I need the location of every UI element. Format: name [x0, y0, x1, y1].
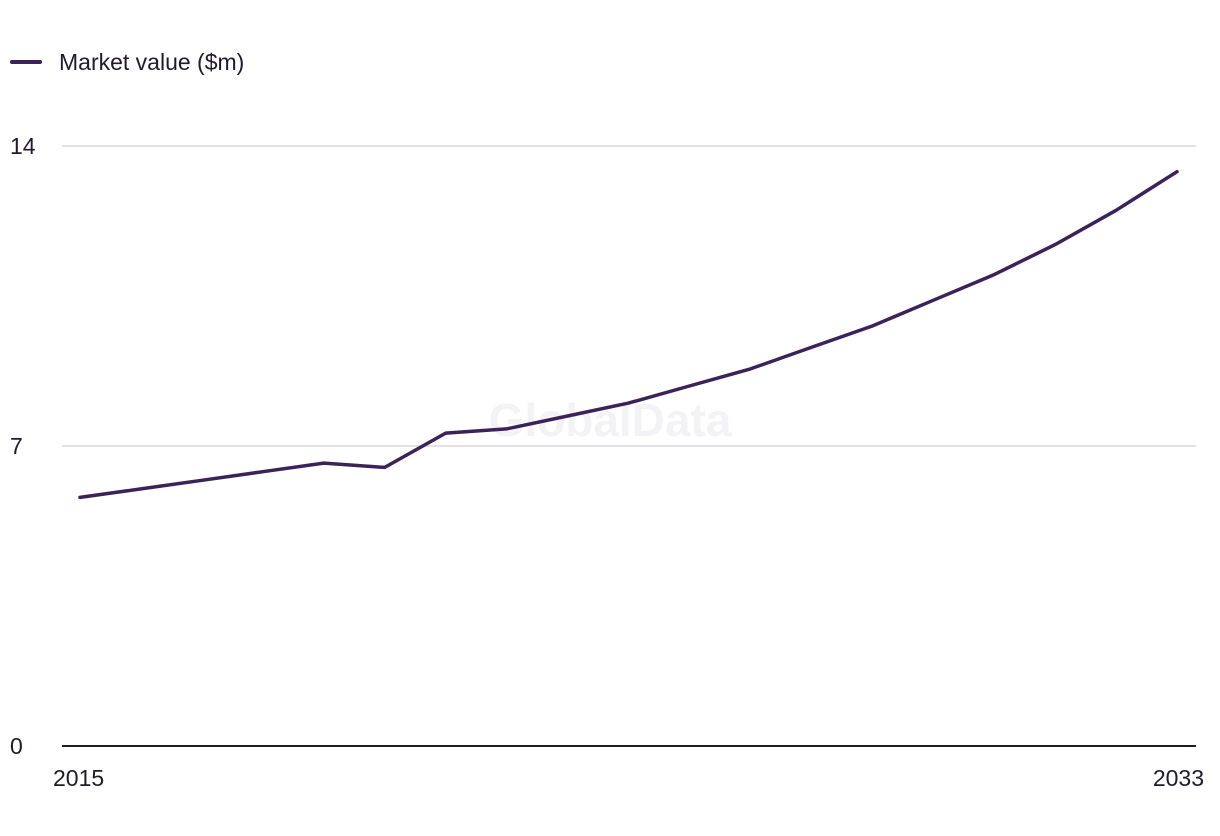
legend-swatch-market-value — [10, 60, 42, 64]
gridlines — [62, 145, 1196, 747]
x-axis-ticks: 2015 2033 — [53, 765, 1204, 791]
y-tick-label-7: 7 — [10, 433, 23, 459]
y-tick-label-14: 14 — [10, 133, 36, 159]
legend-label-market-value: Market value ($m) — [59, 48, 245, 75]
x-tick-label-2033: 2033 — [1153, 765, 1204, 791]
watermark-logo: GlobalData — [489, 394, 732, 446]
x-tick-label-2015: 2015 — [53, 765, 104, 791]
series-line-market-value — [78, 169, 1179, 500]
y-tick-label-0: 0 — [10, 733, 23, 759]
series-layer — [78, 169, 1179, 500]
chart-legend: Market value ($m) — [10, 46, 244, 78]
y-axis-ticks: 0 7 14 — [10, 133, 36, 759]
